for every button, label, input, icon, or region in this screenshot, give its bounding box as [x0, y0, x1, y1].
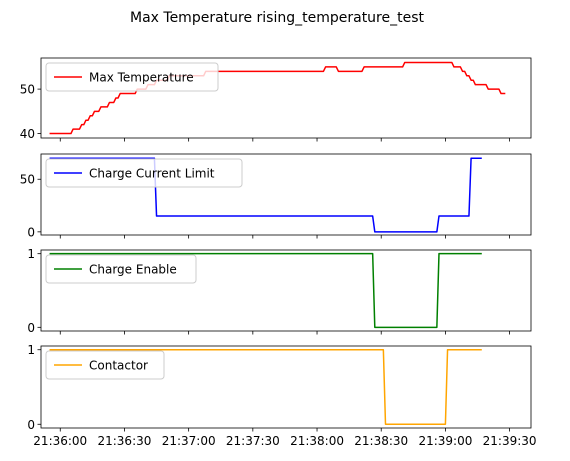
legend: Charge Current Limit: [45, 158, 243, 188]
legend-label: Charge Enable: [89, 263, 177, 277]
x-tick-label: 21:38:00: [290, 434, 344, 448]
legend: Charge Enable: [45, 254, 197, 284]
y-tick-label: 50: [20, 83, 35, 97]
x-tick-label: 21:38:30: [354, 434, 408, 448]
y-tick-label: 0: [27, 321, 35, 335]
legend: Max Temperature: [45, 62, 219, 92]
axes-frame: [40, 249, 532, 332]
x-tick-label: 21:37:30: [226, 434, 280, 448]
legend-label: Max Temperature: [89, 71, 194, 85]
x-tick-label: 21:36:00: [33, 434, 87, 448]
y-tick-label: 1: [27, 343, 35, 357]
axes-frame: [40, 57, 532, 139]
series-line: [49, 252, 482, 329]
axes-frame: [40, 153, 532, 236]
legend-box: [45, 62, 219, 92]
x-tick-label: 21:36:30: [97, 434, 151, 448]
x-tick-label: 21:39:00: [418, 434, 472, 448]
legend-label: Charge Current Limit: [89, 167, 215, 181]
subplot-3: 0 1 Charge Enable: [27, 247, 532, 335]
y-tick-label: 40: [20, 127, 35, 141]
legend: Contactor: [45, 350, 165, 380]
x-tick-label: 21:37:00: [162, 434, 216, 448]
legend-box: [45, 350, 165, 380]
subplot-2: 0 50 Charge Current Limit: [20, 153, 532, 239]
subplots: 40 50 Max Temperature 0 50 Charge Current Lim…: [20, 57, 537, 448]
figure-title: Max Temperature rising_temperature_test: [130, 10, 425, 26]
y-tick-label: 0: [27, 418, 35, 432]
legend-box: [45, 254, 197, 284]
legend-box: [45, 158, 243, 188]
legend-label: Contactor: [89, 359, 148, 373]
series-line: [49, 348, 482, 426]
x-tick-label: 21:39:30: [483, 434, 537, 448]
y-tick-label: 50: [20, 173, 35, 187]
subplot-4: 0 1 21:36:00 21:36:30 21:37:00 21:37:30 21:38:…: [27, 343, 536, 448]
axes-frame: [40, 345, 532, 429]
y-tick-label: 1: [27, 247, 35, 261]
y-tick-label: 0: [27, 225, 35, 239]
subplot-1: 40 50 Max Temperature: [20, 57, 532, 142]
